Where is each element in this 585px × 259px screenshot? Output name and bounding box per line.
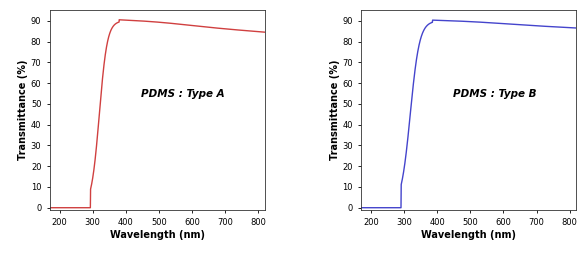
Y-axis label: Transmittance (%): Transmittance (%) xyxy=(329,60,339,160)
Y-axis label: Transmittance (%): Transmittance (%) xyxy=(18,60,28,160)
Text: PDMS : Type B: PDMS : Type B xyxy=(453,89,536,99)
X-axis label: Wavelength (nm): Wavelength (nm) xyxy=(109,230,205,240)
Text: PDMS : Type A: PDMS : Type A xyxy=(141,89,225,99)
X-axis label: Wavelength (nm): Wavelength (nm) xyxy=(421,230,517,240)
